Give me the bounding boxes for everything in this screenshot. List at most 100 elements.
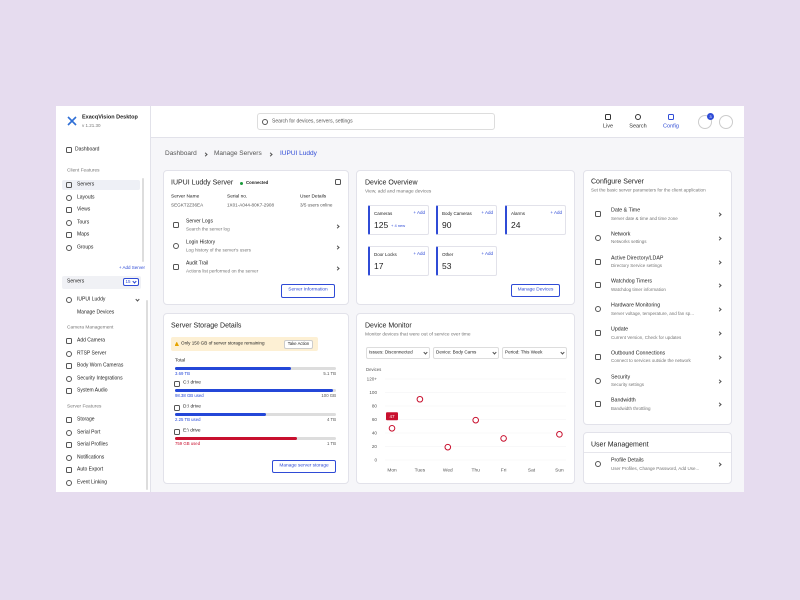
field-value: 3/5 users online [300,202,333,208]
nav-icon [605,114,611,120]
take-action[interactable] [284,339,313,349]
tile-add[interactable]: + Add [481,250,493,256]
tile-add[interactable]: + Add [550,209,562,215]
icon [173,243,179,249]
icon [66,429,72,436]
filter[interactable] [502,347,567,359]
config-desc: Server voltage, temperature, and fan sp.… [611,310,695,316]
field-label: Server Name [171,194,200,200]
link-title: Login History [186,239,216,246]
icon [66,232,72,239]
servers-label: Servers [67,278,85,285]
icon [66,442,72,449]
top-nav[interactable]: Search [629,123,647,130]
drive-used-label: 3.69 TB [175,370,190,376]
config-title: Outbound Connections [611,350,666,357]
nav-item: Serial Port [77,429,101,436]
button[interactable] [272,460,336,473]
drive-name: D:\ drive [183,404,201,410]
chart: 0 20 40 60 80 100 120+ Mon 47 Tues Wed Thu Fri Sat Sun [367,377,566,474]
button-label: Manage server storage [279,463,329,469]
y-tick-label: 80 [372,404,378,409]
button[interactable] [281,284,335,298]
icon [335,179,341,185]
tile-label: Alarms [511,210,526,216]
nav-item: IUPUI Luddy [77,296,106,303]
filter[interactable] [433,347,499,359]
icon [595,282,601,289]
top-nav[interactable]: Config [663,123,679,130]
x-tick-label: Mon [387,468,397,474]
nav-highlight [62,180,140,190]
card-title: Device Monitor [365,322,412,330]
icon [66,207,72,214]
tile-value: 90 [442,219,452,230]
device-tile [436,246,497,276]
status: Connected [246,179,269,185]
nav-item: Add Camera [77,337,106,344]
section-title: Client Features [67,168,100,174]
tile-value: 125 [374,219,389,230]
chevron [559,349,565,355]
field-value: SEGKT2Z36EA [171,202,204,208]
drive-used-label: 759 GB used [175,440,201,446]
nav-item: Dashboard [75,146,100,153]
tile-add[interactable]: + Add [413,209,425,215]
nav-icon [668,114,674,120]
divider [584,452,731,453]
nav-item: Body Worn Cameras [77,362,124,369]
icon [66,219,72,226]
y-tick-label: 20 [372,444,378,449]
nav-item: Manage Devices [77,309,115,316]
nav-item: RTSP Server [77,350,107,357]
logo-mark [67,116,77,126]
nav-item: Auto Export [77,466,104,473]
config-desc: User Profiles, Change Password, Add Use.… [611,465,700,471]
scrollbar [146,300,148,490]
field-value: 1X01-A044-80K7-2908 [227,202,274,208]
drive-used-label: 98.38 GB used [175,392,204,398]
button-label: Server Information [288,287,328,293]
app-version: v 1.21.30 [82,122,101,128]
button[interactable] [511,284,560,297]
icon [595,234,601,241]
breadcrumb: Dashboard [165,149,197,157]
link-desc: Actions list performed on the server [186,268,259,274]
chevron [334,223,340,229]
icon [66,194,72,201]
tile-value: 24 [511,219,521,230]
config-desc: Connect to services outside the network [611,358,691,364]
nav-item: Storage [77,416,95,423]
config-desc: Networks settings [611,239,647,245]
filter[interactable] [366,347,430,359]
value-label: 47 [389,414,395,419]
chevron [422,349,428,355]
config-desc: Current Version, Check for updates [611,334,682,340]
chevron [491,349,497,355]
chevron [334,265,340,271]
field-label: User Details [300,194,327,200]
point [472,416,479,424]
icon [66,467,72,474]
y-tick-label: 120+ [367,377,378,382]
notification-count: 3 [709,113,712,119]
x-tick-label: Thu [472,468,481,474]
top-nav[interactable]: Live [602,123,614,130]
drive-used-label: 2.25 TB used [175,416,201,422]
nav-item: Servers [77,181,95,188]
link-desc: Log history of the server's users [186,247,251,253]
point [556,431,563,438]
drive-name: E:\ drive [183,428,201,434]
add-server[interactable]: + Add Server [118,264,145,270]
badge [707,113,714,120]
help-button [719,115,733,129]
search-box[interactable] [257,113,495,130]
config-desc: Directory Service settings [611,262,663,268]
tile-add[interactable]: + Add [413,250,425,256]
nav-item: Maps [77,231,90,238]
icon [173,264,179,270]
tile-value: 17 [374,260,384,271]
tile-add[interactable]: + Add [481,209,493,215]
nav-item: Notifications [77,454,105,461]
